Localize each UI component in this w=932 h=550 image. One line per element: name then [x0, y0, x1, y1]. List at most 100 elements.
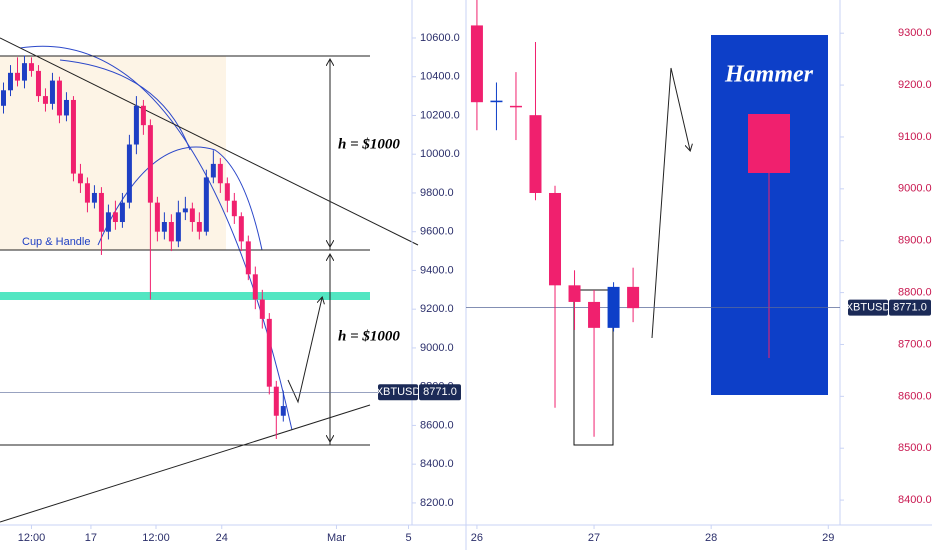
y-tick-label: 8500.0 — [898, 442, 932, 454]
candle-body — [490, 100, 503, 103]
y-tick-label: 8700.0 — [898, 338, 932, 350]
y-tick-label: 10400.0 — [420, 71, 460, 83]
candle-body — [77, 173, 83, 184]
candle-body — [217, 163, 223, 184]
x-tick-label: 27 — [588, 532, 600, 544]
hammer-body — [748, 114, 790, 173]
candle-body — [140, 105, 146, 126]
x-tick-label: 12:00 — [142, 532, 170, 544]
candle-body — [549, 192, 562, 286]
candle-body — [21, 63, 27, 81]
y-tick-label: 9300.0 — [898, 27, 932, 39]
y-tick-label: 9000.0 — [898, 183, 932, 195]
path-arrow — [287, 298, 322, 404]
y-tick-label: 10000.0 — [420, 148, 460, 160]
y-tick-label: 9000.0 — [420, 342, 454, 354]
y-tick-label: 8200.0 — [420, 497, 454, 509]
price-tag — [419, 384, 461, 401]
candle-body — [35, 70, 41, 97]
y-tick-label: 10200.0 — [420, 109, 460, 121]
candle-body — [470, 25, 483, 103]
candle-body — [231, 200, 237, 217]
candle-body — [98, 192, 104, 232]
trend-line — [0, 37, 419, 246]
candle-body — [0, 90, 6, 106]
symbol-label: XBTUSD — [376, 386, 421, 398]
y-tick-label: 9600.0 — [420, 226, 454, 238]
y-tick-label: 9200.0 — [420, 303, 454, 315]
symbol-label: XBTUSD — [846, 302, 891, 314]
candle-body — [627, 286, 640, 309]
candle-body — [119, 202, 125, 223]
x-tick-label: 28 — [705, 532, 717, 544]
y-tick-label: 9400.0 — [420, 264, 454, 276]
trend-line — [0, 404, 371, 523]
x-tick-label: 24 — [216, 532, 228, 544]
price-label: 8771.0 — [893, 302, 927, 314]
y-tick-label: 9800.0 — [420, 187, 454, 199]
y-tick-label: 8600.0 — [898, 390, 932, 402]
pattern-box — [573, 289, 614, 446]
symbol-tag — [848, 299, 888, 316]
candle-body — [252, 274, 258, 300]
candle-body — [280, 406, 286, 416]
y-tick-label: 8900.0 — [898, 235, 932, 247]
candle-body — [588, 301, 601, 328]
candle-body — [105, 212, 111, 232]
candle-body — [70, 99, 76, 174]
candle-body — [509, 105, 522, 108]
x-tick-label: Mar — [327, 532, 346, 544]
x-tick-label: 5 — [405, 532, 411, 544]
candle-body — [245, 241, 251, 275]
candle-body — [63, 99, 69, 116]
candle-body — [529, 115, 542, 193]
candle-body — [168, 222, 174, 242]
y-tick-label: 9100.0 — [898, 131, 932, 143]
candle-body — [42, 96, 48, 104]
y-tick-label: 8600.0 — [420, 419, 454, 431]
candle-body — [266, 318, 272, 387]
arc — [19, 45, 293, 431]
candle-body — [133, 105, 139, 145]
candle-body — [126, 144, 132, 203]
annotation: h = $1000 — [338, 328, 400, 344]
y-tick-label: 8400.0 — [898, 494, 932, 506]
candle-body — [49, 80, 55, 104]
x-tick-label: 29 — [822, 532, 834, 544]
candle-body — [182, 208, 188, 213]
candle-body — [28, 63, 34, 71]
candle-body — [189, 208, 195, 223]
annotation: Hammer — [724, 62, 814, 88]
y-tick-label: 9200.0 — [898, 79, 932, 91]
candle-body — [147, 125, 153, 203]
y-tick-label: 8800.0 — [898, 286, 932, 298]
symbol-tag — [378, 384, 418, 401]
support-band — [0, 292, 370, 300]
candle-body — [196, 222, 202, 232]
candle-body — [210, 163, 216, 178]
candle-body — [14, 72, 20, 81]
y-tick-label: 10600.0 — [420, 32, 460, 44]
x-tick-label: 12:00 — [18, 532, 46, 544]
candle-body — [7, 72, 13, 91]
candle-body — [56, 80, 62, 116]
candle-body — [154, 202, 160, 232]
arc — [59, 59, 191, 151]
candle-body — [84, 183, 90, 203]
annotation: Cup & Handle — [22, 236, 91, 248]
y-tick-label: 8400.0 — [420, 458, 454, 470]
candle-body — [568, 285, 581, 302]
candle-body — [203, 177, 209, 232]
price-tag — [889, 299, 931, 316]
x-tick-label: 26 — [471, 532, 483, 544]
candle-body — [91, 192, 97, 203]
candle-body — [175, 212, 181, 242]
candle-body — [259, 299, 265, 319]
price-label: 8771.0 — [423, 386, 457, 398]
candle-body — [607, 286, 620, 328]
candle-body — [224, 183, 230, 201]
candle-body — [112, 212, 118, 223]
annotation: h = $1000 — [338, 136, 400, 152]
candle-body — [273, 386, 279, 416]
